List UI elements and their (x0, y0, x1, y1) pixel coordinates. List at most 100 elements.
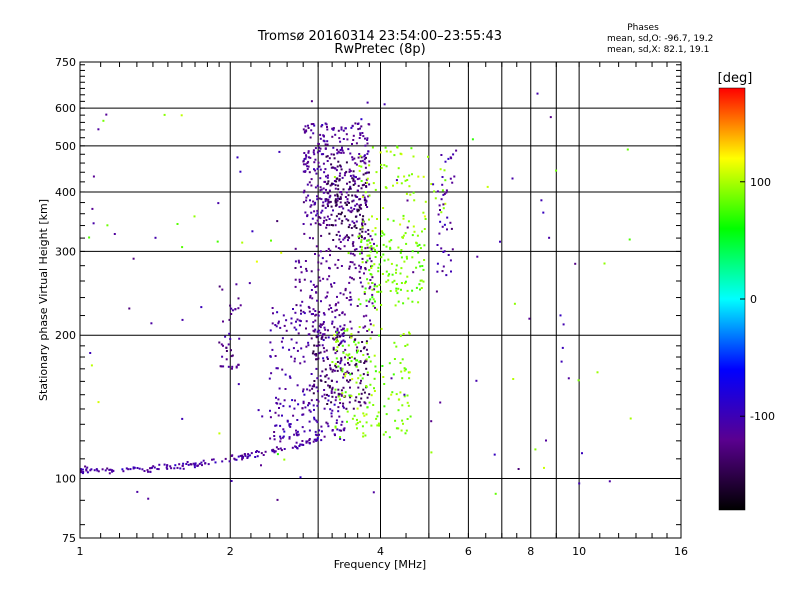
data-point (311, 325, 314, 328)
data-point (330, 390, 333, 393)
data-point (105, 113, 108, 116)
data-point (373, 387, 375, 390)
data-point (367, 233, 370, 236)
data-point (322, 162, 325, 165)
data-point (308, 171, 311, 174)
data-point (395, 264, 398, 267)
data-point (312, 392, 315, 395)
data-point (449, 259, 452, 262)
data-point (337, 365, 340, 368)
data-point (382, 433, 385, 436)
data-point (373, 263, 376, 266)
data-point (309, 205, 312, 208)
data-point (374, 227, 377, 230)
data-point (193, 215, 196, 218)
data-point (385, 165, 388, 168)
data-point (337, 388, 340, 391)
data-point (316, 434, 318, 437)
data-point (352, 244, 355, 247)
data-point (305, 327, 307, 330)
data-point (228, 318, 231, 321)
data-point (299, 362, 302, 365)
data-point (306, 388, 309, 391)
data-point (354, 224, 357, 227)
data-point (349, 170, 352, 172)
data-point (402, 217, 405, 220)
data-point (380, 327, 383, 330)
data-point (555, 169, 558, 172)
data-point (364, 202, 367, 204)
data-point (305, 267, 308, 270)
data-point (329, 194, 332, 197)
data-point (314, 201, 317, 204)
data-point (336, 199, 339, 202)
data-point (320, 430, 323, 433)
data-point (275, 396, 277, 399)
data-point (361, 257, 364, 260)
data-point (331, 409, 334, 412)
data-point (238, 337, 241, 340)
data-point (294, 285, 297, 288)
data-point (319, 189, 322, 192)
data-point (373, 390, 376, 392)
data-point (385, 150, 388, 153)
data-point (355, 176, 357, 179)
data-point (362, 135, 365, 138)
data-point (403, 395, 406, 398)
data-point (163, 113, 166, 116)
data-point (353, 414, 356, 417)
data-point (349, 303, 352, 306)
data-point (348, 394, 351, 397)
data-point (290, 322, 293, 325)
colorbar-label: [deg] (718, 71, 753, 86)
data-point (314, 147, 317, 150)
data-point (405, 192, 408, 195)
data-point (350, 360, 353, 363)
data-point (405, 429, 408, 432)
data-point (335, 245, 338, 248)
data-point (320, 198, 323, 201)
data-point (340, 340, 343, 343)
data-point (356, 346, 359, 349)
data-point (366, 137, 369, 140)
data-point (343, 427, 346, 430)
data-point (143, 470, 146, 472)
data-point (271, 348, 274, 351)
data-point (327, 336, 330, 339)
data-point (312, 149, 315, 152)
data-point (359, 404, 362, 407)
data-point (393, 279, 396, 282)
data-point (380, 234, 383, 237)
data-point (359, 213, 361, 216)
data-point (308, 236, 311, 239)
data-point (341, 219, 344, 222)
data-point (277, 320, 280, 323)
data-point (279, 440, 282, 443)
data-point (385, 187, 388, 190)
data-point (348, 170, 351, 173)
data-point (202, 459, 205, 462)
data-point (309, 296, 312, 299)
data-point (256, 455, 259, 458)
data-point (299, 265, 302, 268)
data-point (337, 301, 340, 304)
data-point (321, 257, 324, 260)
data-point (422, 211, 425, 214)
data-point (306, 165, 309, 168)
data-point (424, 218, 427, 220)
data-point (450, 270, 452, 273)
data-point (315, 354, 318, 357)
data-point (297, 403, 300, 406)
data-point (452, 153, 455, 156)
data-point (269, 409, 271, 412)
data-point (141, 468, 144, 471)
data-point (310, 337, 313, 340)
data-point (321, 209, 324, 212)
data-point (318, 223, 321, 226)
data-point (413, 230, 416, 233)
data-point (378, 263, 381, 266)
data-point (363, 346, 366, 349)
data-point (361, 285, 364, 288)
data-point (333, 176, 336, 178)
data-point (366, 142, 369, 145)
